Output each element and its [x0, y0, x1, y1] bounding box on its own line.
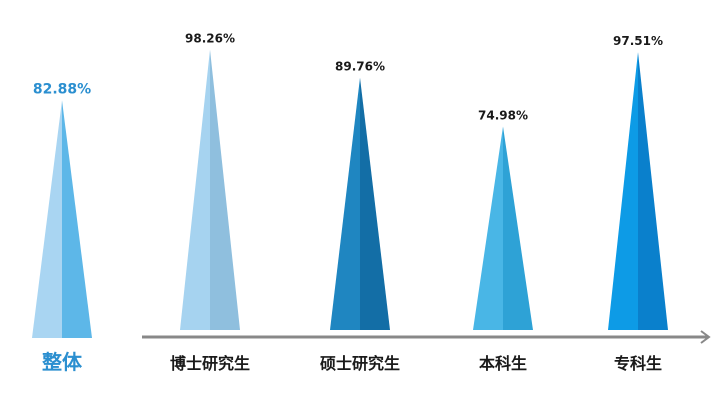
pyramid-4-value-label: 97.51%	[613, 34, 663, 48]
pyramid-1-value-label: 98.26%	[185, 32, 235, 46]
pyramid-4-left-face	[608, 52, 638, 330]
pyramid-overall-category-label: 整体	[41, 350, 83, 374]
pyramid-overall-right-face	[62, 100, 92, 339]
pyramid-1-right-face	[210, 49, 240, 330]
pyramid-1-category-label: 博士研究生	[170, 354, 250, 373]
pyramid-overall	[32, 100, 92, 339]
x-axis	[142, 330, 711, 344]
pyramid-3-right-face	[503, 126, 533, 330]
pyramid-4-category-label: 专科生	[614, 354, 662, 373]
pyramid-2-left-face	[330, 77, 360, 330]
pyramid-3	[473, 126, 533, 330]
pyramid-2-right-face	[360, 77, 390, 330]
x-axis-arrow	[700, 330, 711, 344]
labels: 82.88% 整体 98.26% 博士研究生 89.76% 硕士研究生 74.98% 本科生 9…	[33, 32, 663, 374]
pyramid-overall-value-label: 82.88%	[33, 81, 91, 97]
pyramid-4-right-face	[638, 52, 668, 330]
pyramid-2-value-label: 89.76%	[335, 60, 385, 74]
bars	[32, 49, 668, 339]
pyramid-1-left-face	[180, 49, 210, 330]
pyramid-2-category-label: 硕士研究生	[320, 354, 400, 373]
pyramid-4	[608, 52, 668, 330]
pyramid-3-category-label: 本科生	[479, 354, 527, 373]
pyramid-overall-left-face	[32, 100, 62, 339]
pyramid-1	[180, 49, 240, 330]
pyramid-2	[330, 77, 390, 330]
pyramid-3-value-label: 74.98%	[478, 108, 528, 122]
pyramid-3-left-face	[473, 126, 503, 330]
